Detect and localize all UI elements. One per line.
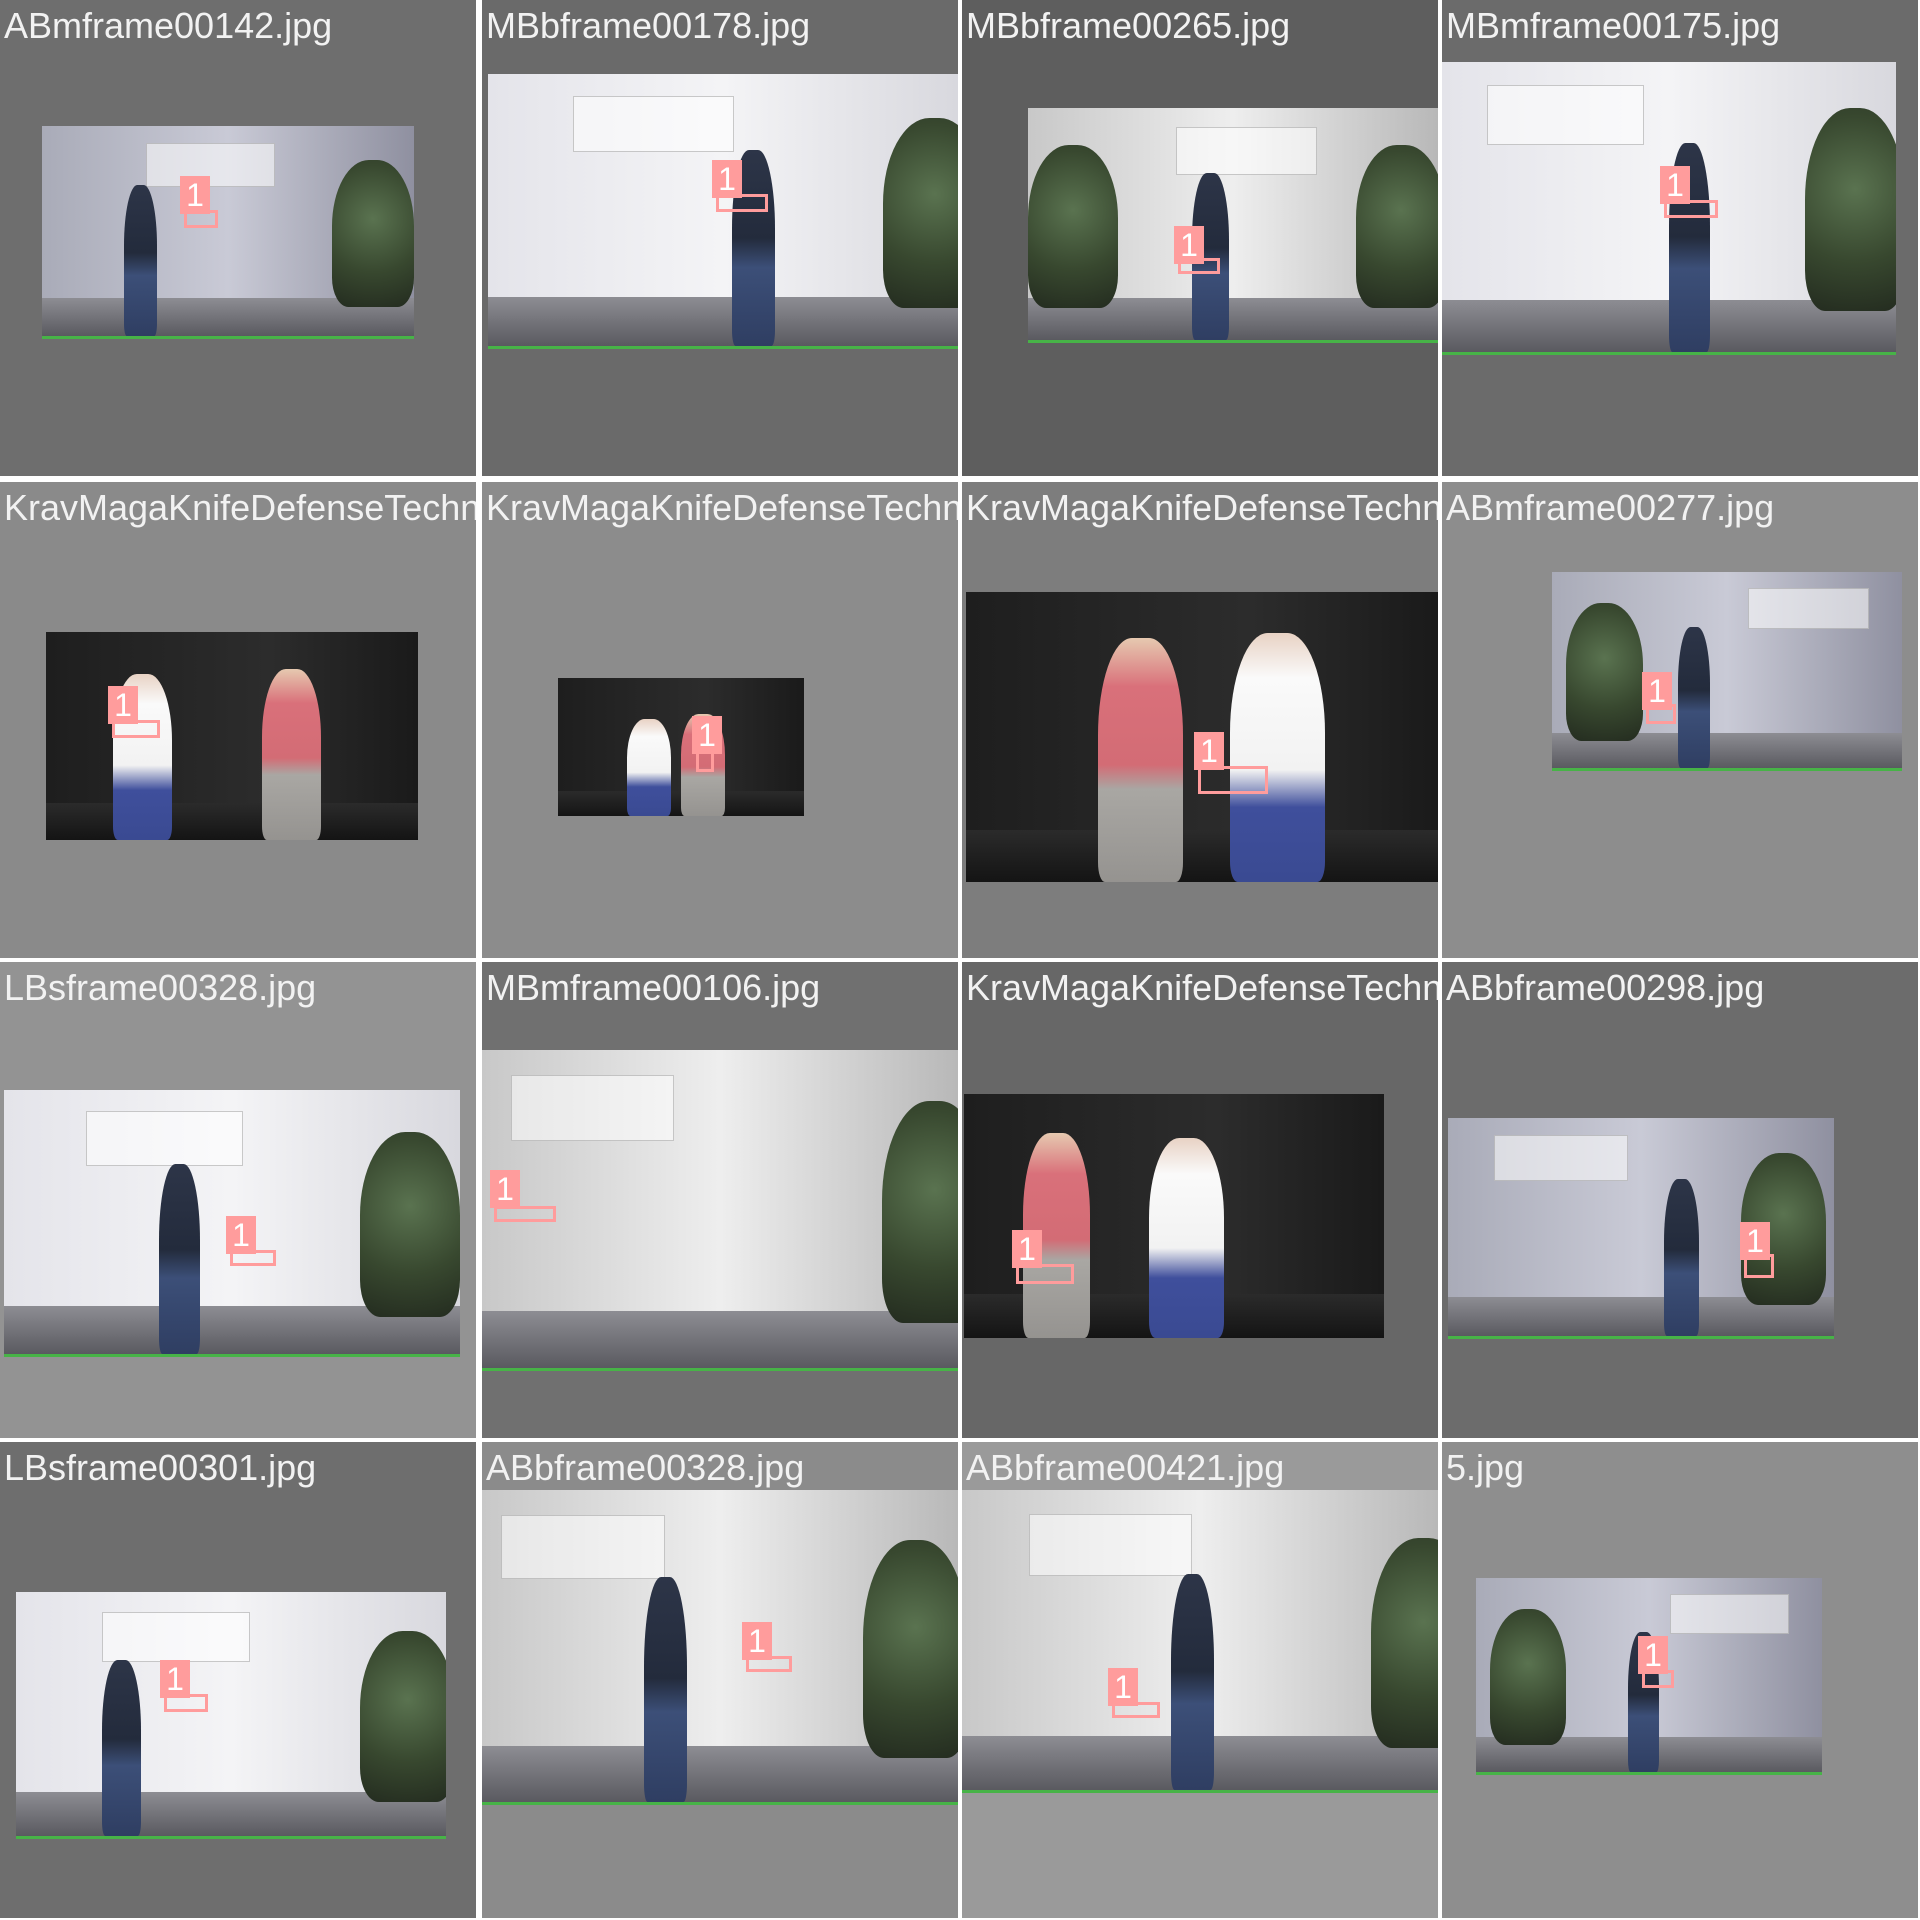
detection-box	[1198, 766, 1268, 794]
frame-image	[1448, 1118, 1834, 1339]
grid-cell[interactable]: 1 KravMagaKnifeDefenseTechniques752.jpg	[482, 482, 958, 958]
detection-label: 1	[692, 716, 722, 754]
frame-image	[488, 74, 958, 349]
detection-label: 1	[1174, 226, 1204, 264]
frame-image	[962, 1490, 1438, 1793]
frame-image	[558, 678, 804, 816]
image-filename: MBmframe00106.jpg	[486, 967, 821, 1008]
detection-label: 1	[1638, 1636, 1668, 1674]
grid-cell[interactable]: 1 MBmframe00106.jpg	[482, 962, 958, 1438]
frame-image	[42, 126, 414, 339]
image-filename: KravMagaKnifeDefenseTechniques752.jpg	[486, 487, 958, 528]
detection-label: 1	[1642, 672, 1672, 710]
image-filename: ABmframe00277.jpg	[1446, 487, 1775, 528]
detection-box	[494, 1206, 556, 1222]
grid-cell[interactable]: 1 ABbframe00421.jpg	[962, 1442, 1438, 1918]
grid-cell[interactable]: 1 KravMagaKnifeDefenseTechniques650.jpg	[962, 962, 1438, 1438]
grid-cell[interactable]: 1 KravMagaKnifeDefenseTechniques3380.jpg	[0, 482, 476, 958]
detection-label: 1	[712, 160, 742, 198]
image-filename: MBbframe00178.jpg	[486, 5, 811, 46]
detection-label: 1	[180, 176, 210, 214]
detection-label: 1	[108, 686, 138, 724]
grid-cell[interactable]: 1 LBsframe00328.jpg	[0, 962, 476, 1438]
detection-label: 1	[1108, 1668, 1138, 1706]
grid-cell[interactable]: 1 ABbframe00328.jpg	[482, 1442, 958, 1918]
image-filename: 5.jpg	[1446, 1447, 1525, 1488]
grid-cell[interactable]: 1 ABbframe00298.jpg	[1442, 962, 1918, 1438]
grid-cell[interactable]: 1 MBbframe00178.jpg	[482, 0, 958, 476]
grid-cell[interactable]: 1 MBmframe00175.jpg	[1442, 0, 1918, 476]
detection-box	[1664, 200, 1718, 218]
grid-cell[interactable]: 1 ABmframe00142.jpg	[0, 0, 476, 476]
frame-image	[964, 1094, 1384, 1338]
frame-image	[1476, 1578, 1822, 1775]
detection-label: 1	[1194, 732, 1224, 770]
image-filename: KravMagaKnifeDefenseTechniques7.jpg	[966, 487, 1438, 528]
frame-image	[1442, 62, 1896, 355]
grid-cell[interactable]: 1 ABmframe00277.jpg	[1442, 482, 1918, 958]
grid-cell[interactable]: 1 5.jpg	[1442, 1442, 1918, 1918]
image-filename: KravMagaKnifeDefenseTechniques650.jpg	[966, 967, 1438, 1008]
image-filename: KravMagaKnifeDefenseTechniques3380.jpg	[4, 487, 476, 528]
image-filename: LBsframe00301.jpg	[4, 1447, 317, 1488]
detection-box	[1016, 1264, 1074, 1284]
frame-image	[482, 1050, 958, 1371]
detection-label: 1	[160, 1660, 190, 1698]
image-filename: ABbframe00328.jpg	[486, 1447, 805, 1488]
frame-image	[1028, 108, 1438, 343]
detection-label: 1	[1660, 166, 1690, 204]
grid-cell[interactable]: 1 MBbframe00265.jpg	[962, 0, 1438, 476]
image-filename: ABbframe00421.jpg	[966, 1447, 1285, 1488]
frame-image	[46, 632, 418, 840]
frame-image	[16, 1592, 446, 1839]
detection-label: 1	[1012, 1230, 1042, 1268]
detection-box	[716, 194, 768, 212]
detection-label: 1	[1740, 1222, 1770, 1260]
grid-cell[interactable]: 1 LBsframe00301.jpg	[0, 1442, 476, 1918]
image-filename: MBbframe00265.jpg	[966, 5, 1291, 46]
frame-image	[482, 1490, 958, 1805]
image-filename: LBsframe00328.jpg	[4, 967, 317, 1008]
image-filename: ABmframe00142.jpg	[4, 5, 333, 46]
grid-cell[interactable]: 1 KravMagaKnifeDefenseTechniques7.jpg	[962, 482, 1438, 958]
detection-label: 1	[490, 1170, 520, 1208]
image-filename: ABbframe00298.jpg	[1446, 967, 1765, 1008]
detection-label: 1	[226, 1216, 256, 1254]
detection-label: 1	[742, 1622, 772, 1660]
frame-image	[1552, 572, 1902, 771]
image-filename: MBmframe00175.jpg	[1446, 5, 1781, 46]
